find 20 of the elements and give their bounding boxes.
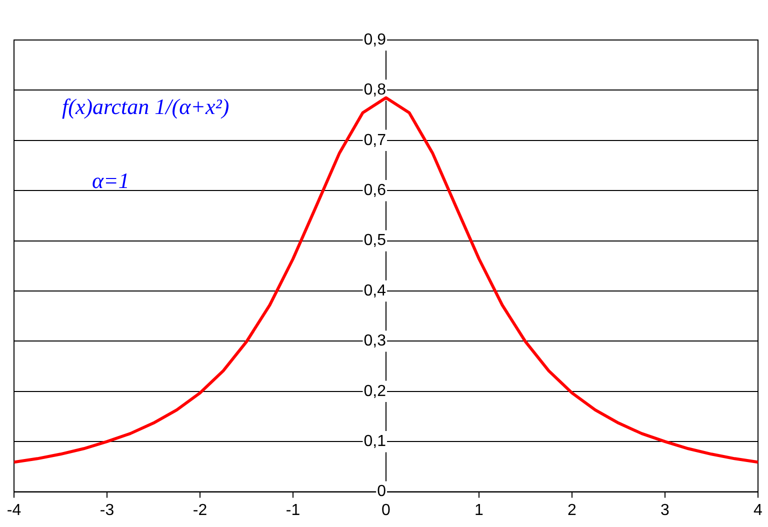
y-tick-label: 0,6: [364, 182, 386, 200]
y-tick-label: 0: [377, 483, 386, 500]
x-tick-label: 3: [660, 502, 670, 519]
annotation: α=1: [92, 168, 130, 193]
annotation: f(x)arctan 1/(α+x²): [62, 94, 230, 119]
x-tick-label: 4: [754, 502, 763, 519]
x-tick-label: 1: [474, 502, 484, 519]
y-tick-label: 0,5: [364, 232, 386, 250]
x-tick-label: -2: [192, 502, 208, 519]
y-tick-label: 0,1: [364, 433, 386, 450]
y-tick-label: 0,7: [364, 132, 386, 149]
y-tick-label: 0,9: [364, 31, 386, 48]
x-tick-label: -3: [100, 502, 114, 519]
y-tick-label: 0,8: [364, 82, 386, 99]
x-tick-label: 2: [568, 502, 577, 519]
x-tick-label: -4: [6, 502, 22, 519]
y-tick-label: 0,3: [364, 332, 386, 350]
x-tick-label: -1: [286, 502, 300, 519]
y-tick-label: 0,2: [364, 382, 386, 400]
y-tick-label: 0,4: [364, 282, 386, 300]
